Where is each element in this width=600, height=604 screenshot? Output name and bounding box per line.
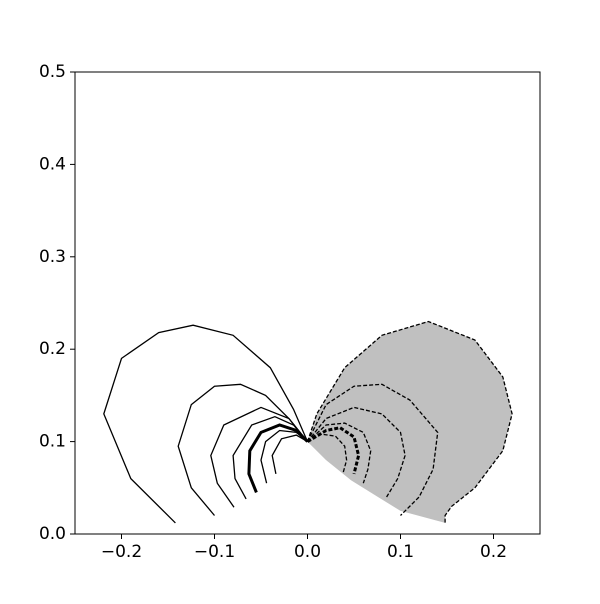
contour-line: [271, 434, 308, 475]
y-tick-label: 0.0: [39, 524, 66, 544]
x-tick-label: 0.0: [294, 542, 321, 562]
contour-line: [306, 383, 439, 516]
contour-line: [177, 383, 309, 516]
y-tick-label: 0.3: [39, 247, 66, 267]
filled-region: [307, 321, 513, 523]
y-tick-label: 0.2: [39, 339, 66, 359]
contour-line: [306, 320, 513, 523]
x-tick-label: −0.1: [194, 542, 235, 562]
contour-line: [232, 416, 308, 500]
x-tick-label: 0.1: [387, 542, 414, 562]
contour-line: [247, 423, 309, 493]
x-tick-label: −0.2: [101, 542, 142, 562]
contour-line: [103, 324, 309, 524]
contour-line: [210, 406, 309, 508]
contour-line: [260, 429, 308, 484]
y-tick-label: 0.1: [39, 432, 66, 452]
y-tick-label: 0.4: [39, 154, 66, 174]
contour-line: [307, 433, 348, 475]
contour-line: [307, 422, 372, 484]
x-tick-label: 0.2: [480, 542, 507, 562]
y-tick-label: 0.5: [39, 62, 66, 82]
contour-line: [306, 406, 406, 498]
contour-line: [306, 426, 361, 475]
